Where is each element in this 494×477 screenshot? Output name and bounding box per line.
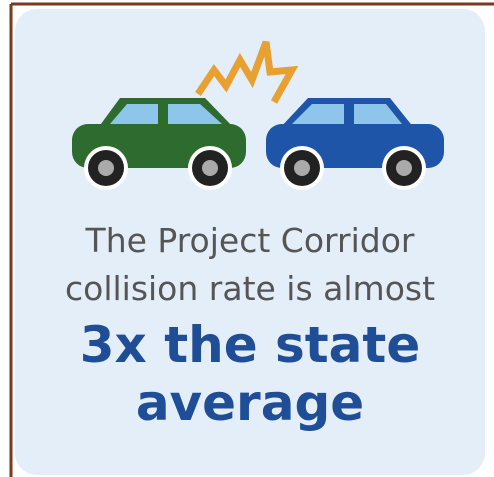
text-line: collision rate is almost [65, 269, 435, 308]
text-line: The Project Corridor [85, 221, 415, 260]
infographic: The Project Corridor collision rate is a… [0, 0, 494, 477]
highlight-line: average [136, 374, 364, 432]
highlight-line: 3x the state [80, 316, 420, 374]
page: The Project Corridor collision rate is a… [0, 0, 494, 477]
